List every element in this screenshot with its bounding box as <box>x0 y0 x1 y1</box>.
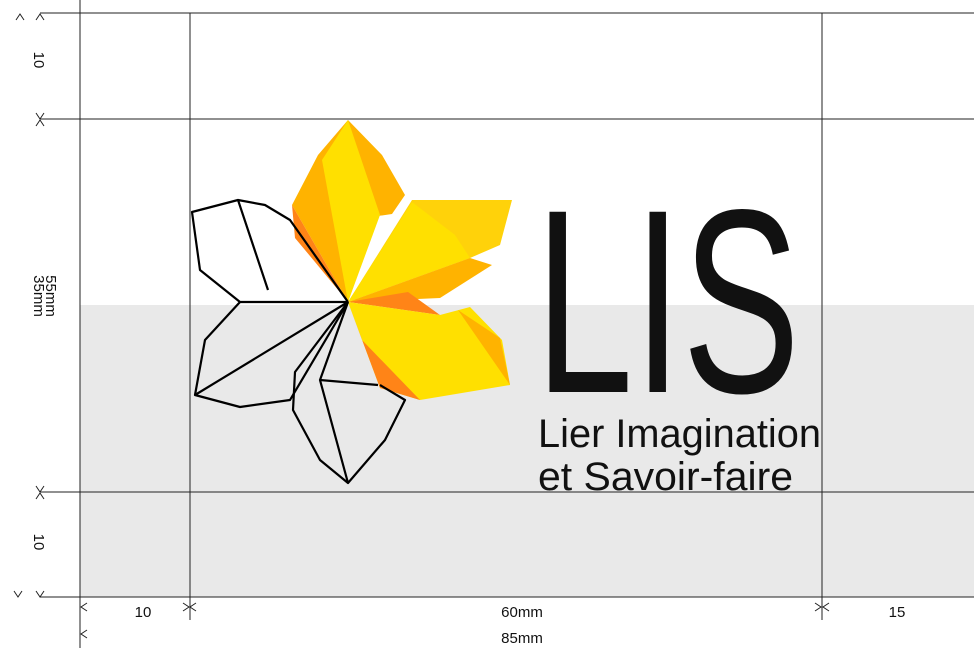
arrows <box>13 13 830 639</box>
dim-top: 10 <box>30 52 47 69</box>
flower-icon <box>190 120 512 485</box>
dim-inner-height: 35mm <box>30 275 47 317</box>
dim-inner-width: 60mm <box>501 604 543 621</box>
tagline-line2: et Savoir-faire <box>538 455 793 499</box>
dim-total-height: 55mm <box>42 275 59 317</box>
guides <box>40 0 974 648</box>
dim-bottom: 10 <box>30 534 47 551</box>
dim-right: 15 <box>889 604 906 621</box>
background-band <box>80 305 974 597</box>
tagline-line1: Lier Imagination <box>538 412 821 456</box>
dim-left: 10 <box>135 604 152 621</box>
wordmark: LIS <box>535 155 800 448</box>
dim-total-width: 85mm <box>501 630 543 647</box>
